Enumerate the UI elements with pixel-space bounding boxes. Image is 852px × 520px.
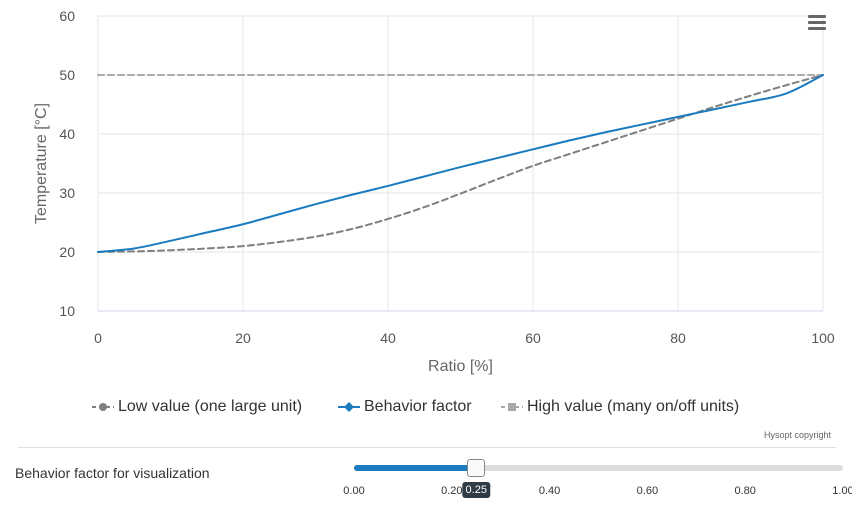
slider-tick-label: 0.80	[734, 485, 756, 497]
behavior-factor-slider-handle[interactable]	[467, 459, 486, 477]
legend-symbol-low-value	[92, 403, 114, 411]
legend-item-high-value[interactable]: High value (many on/off units)	[501, 398, 739, 416]
slider-tick-label: 0.20	[441, 485, 463, 497]
series-line-low-value	[97, 74, 824, 253]
legend-label-low-value: Low value (one large unit)	[118, 398, 303, 415]
x-axis-title: Ratio [%]	[428, 358, 493, 375]
x-tick-label: 40	[380, 330, 396, 346]
x-tick-label: 60	[525, 330, 541, 346]
slider-value-tooltip: 0.25	[462, 482, 490, 498]
legend-symbol-high-value	[501, 403, 523, 411]
legend-item-low-value[interactable]: Low value (one large unit)	[92, 398, 302, 416]
x-tick-label: 100	[811, 330, 835, 346]
legend-label-high-value: High value (many on/off units)	[527, 398, 740, 415]
y-tick-label: 10	[59, 303, 75, 319]
divider	[18, 447, 836, 448]
x-tick-label: 20	[235, 330, 251, 346]
credits[interactable]: Hysopt copyright	[763, 430, 831, 440]
slider-ticks: 0.00 0.20 0.40 0.60 0.80 1.00	[0, 485, 852, 501]
y-tick-label: 30	[59, 185, 75, 201]
series-line-behavior-factor	[97, 74, 824, 253]
x-tick-label: 0	[94, 330, 102, 346]
behavior-factor-slider-track[interactable]	[354, 465, 843, 471]
legend: Low value (one large unit) Behavior fact…	[0, 398, 852, 422]
y-tick-label: 60	[59, 8, 75, 24]
legend-symbol-behavior-factor	[338, 402, 360, 412]
slider-tick-label: 0.00	[343, 485, 365, 497]
slider-label: Behavior factor for visualization	[15, 465, 210, 481]
legend-label-behavior-factor: Behavior factor	[364, 398, 472, 415]
y-axis-title: Temperature [°C]	[33, 103, 50, 224]
x-tick-label: 80	[670, 330, 686, 346]
slider-fill	[354, 465, 477, 471]
slider-tick-label: 0.60	[636, 485, 659, 497]
y-tick-label: 20	[59, 244, 75, 260]
y-tick-label: 40	[59, 126, 75, 142]
chart-menu-icon[interactable]	[804, 12, 830, 38]
slider-tick-label: 0.40	[538, 485, 561, 497]
chart: 0 20 40 60 80 100 10 20 30 40 50 60 Ratio [%] Tempera…	[33, 8, 835, 375]
legend-item-behavior-factor[interactable]: Behavior factor	[338, 398, 472, 416]
slider-tick-label: 1.00	[832, 485, 852, 497]
y-tick-label: 50	[59, 67, 75, 83]
